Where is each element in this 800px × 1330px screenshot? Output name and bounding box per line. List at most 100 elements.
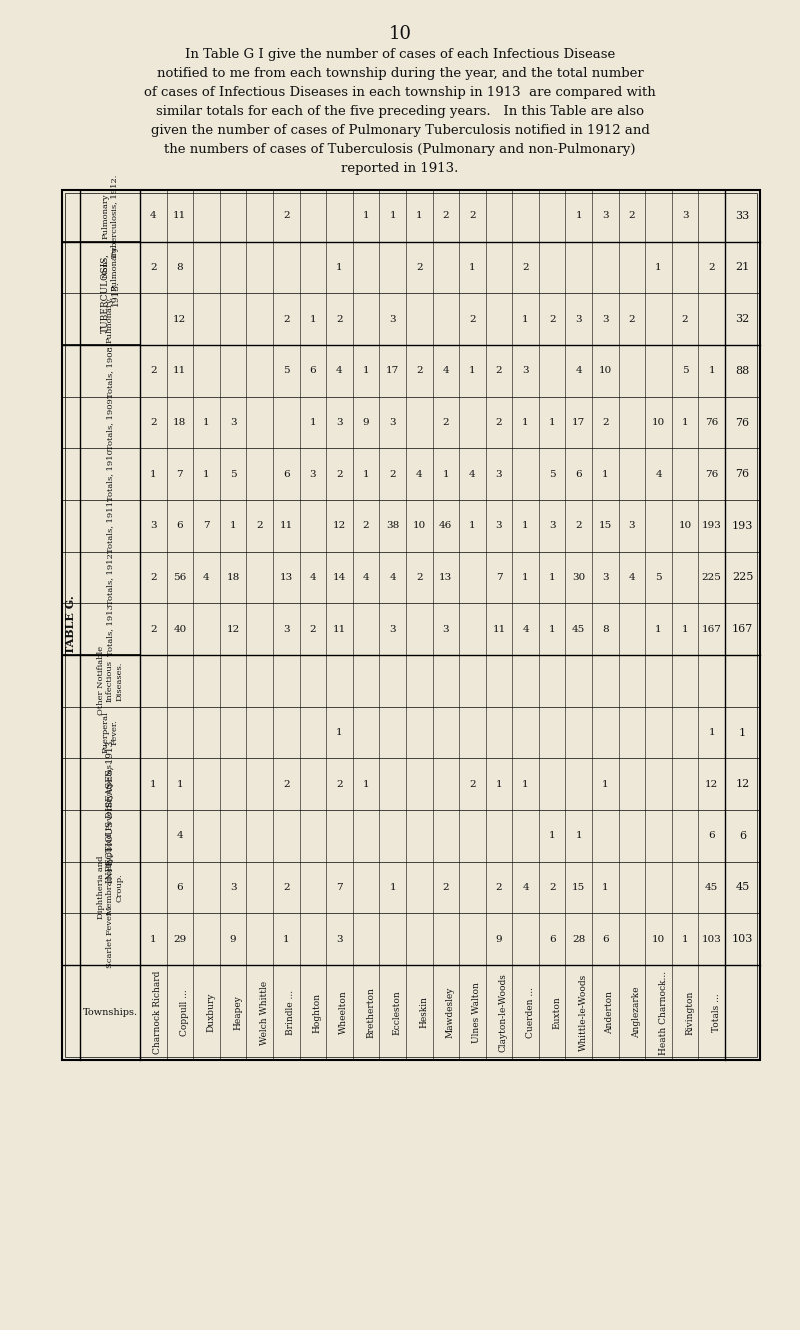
Text: 9: 9	[496, 935, 502, 944]
Text: Duxbury: Duxbury	[206, 992, 215, 1032]
Text: reported in 1913.: reported in 1913.	[342, 162, 458, 176]
Text: 4: 4	[416, 469, 422, 479]
Text: 193: 193	[732, 521, 753, 531]
Text: 3: 3	[602, 573, 609, 583]
Text: 2: 2	[442, 211, 449, 221]
Text: Heapey: Heapey	[233, 995, 242, 1029]
Text: 3: 3	[230, 418, 236, 427]
Text: 12: 12	[226, 625, 240, 633]
Text: 2: 2	[442, 418, 449, 427]
Text: 76: 76	[705, 418, 718, 427]
Text: 3: 3	[390, 625, 396, 633]
Text: 2: 2	[416, 263, 422, 273]
Text: Welch Whittle: Welch Whittle	[260, 980, 269, 1044]
Text: 46: 46	[439, 521, 453, 531]
Text: notified to me from each township during the year, and the total number: notified to me from each township during…	[157, 66, 643, 80]
Text: the numbers of cases of Tuberculosis (Pulmonary and non-Pulmonary): the numbers of cases of Tuberculosis (Pu…	[164, 144, 636, 156]
Text: 2: 2	[390, 469, 396, 479]
Text: Euxton: Euxton	[552, 996, 561, 1029]
Text: Cuerden ...: Cuerden ...	[526, 987, 534, 1037]
Text: 3: 3	[336, 418, 342, 427]
Text: 30: 30	[572, 573, 586, 583]
Text: 2: 2	[150, 263, 157, 273]
Text: Eccleston: Eccleston	[393, 990, 402, 1035]
Text: 1: 1	[522, 418, 529, 427]
Text: Erysipelas.: Erysipelas.	[106, 761, 114, 807]
Text: 32: 32	[735, 314, 750, 325]
Text: Clayton-le-Woods: Clayton-le-Woods	[499, 974, 508, 1052]
Text: 3: 3	[682, 211, 689, 221]
Text: Typhoid Fever.: Typhoid Fever.	[106, 805, 114, 867]
Text: 12: 12	[174, 315, 186, 323]
Text: 2: 2	[362, 521, 370, 531]
Text: 1: 1	[336, 263, 342, 273]
Text: 1: 1	[203, 469, 210, 479]
Text: 2: 2	[549, 883, 555, 892]
Text: similar totals for each of the five preceding years.   In this Table are also: similar totals for each of the five prec…	[156, 105, 644, 118]
Text: 45: 45	[735, 883, 750, 892]
Text: 6: 6	[310, 366, 316, 375]
Text: 1: 1	[575, 831, 582, 841]
Text: 3: 3	[602, 211, 609, 221]
Text: 1: 1	[682, 418, 689, 427]
Text: 1: 1	[442, 469, 449, 479]
Text: 2: 2	[469, 779, 476, 789]
Text: 6: 6	[177, 521, 183, 531]
Text: 10: 10	[413, 521, 426, 531]
Text: 2: 2	[629, 315, 635, 323]
Text: 2: 2	[469, 211, 476, 221]
Text: 1: 1	[682, 625, 689, 633]
Text: 76: 76	[735, 469, 750, 479]
Text: Totals, 1910.: Totals, 1910.	[106, 447, 114, 501]
Text: 2: 2	[549, 315, 555, 323]
Text: 5: 5	[230, 469, 236, 479]
Text: 6: 6	[739, 831, 746, 841]
Text: 11: 11	[174, 366, 186, 375]
Text: 1: 1	[522, 573, 529, 583]
Text: given the number of cases of Pulmonary Tuberculosis notified in 1912 and: given the number of cases of Pulmonary T…	[150, 124, 650, 137]
Text: 10: 10	[652, 935, 665, 944]
Text: Totals, 1909.: Totals, 1909.	[106, 395, 114, 450]
Text: 38: 38	[386, 521, 399, 531]
Text: 6: 6	[602, 935, 609, 944]
Text: 1: 1	[682, 935, 689, 944]
Text: 6: 6	[177, 883, 183, 892]
Text: 1: 1	[655, 263, 662, 273]
Text: 1: 1	[469, 366, 476, 375]
Text: 3: 3	[310, 469, 316, 479]
Text: 12: 12	[705, 779, 718, 789]
Text: 2: 2	[336, 779, 342, 789]
Text: 6: 6	[708, 831, 715, 841]
Text: Wheelton: Wheelton	[339, 991, 349, 1035]
Text: 4: 4	[150, 211, 157, 221]
Text: 4: 4	[362, 573, 370, 583]
Text: 4: 4	[442, 366, 449, 375]
Text: 2: 2	[150, 366, 157, 375]
Text: 1: 1	[310, 418, 316, 427]
Text: of cases of Infectious Diseases in each township in 1913  are compared with: of cases of Infectious Diseases in each …	[144, 86, 656, 98]
Text: 3: 3	[230, 883, 236, 892]
Text: Charnock Richard: Charnock Richard	[154, 971, 162, 1055]
Text: 17: 17	[386, 366, 399, 375]
Text: 4: 4	[629, 573, 635, 583]
Text: 3: 3	[150, 521, 157, 531]
Text: Scarlet Fever.: Scarlet Fever.	[106, 910, 114, 968]
Text: 17: 17	[572, 418, 586, 427]
Text: 2: 2	[416, 573, 422, 583]
Text: 3: 3	[336, 935, 342, 944]
Text: 1: 1	[602, 779, 609, 789]
Text: 15: 15	[572, 883, 586, 892]
Text: Totals, 1911.: Totals, 1911.	[106, 499, 114, 553]
Text: 29: 29	[174, 935, 186, 944]
Text: 167: 167	[702, 625, 722, 633]
Text: 13: 13	[280, 573, 293, 583]
Text: 2: 2	[496, 418, 502, 427]
Text: 9: 9	[362, 418, 370, 427]
Text: Mawdesley: Mawdesley	[446, 987, 454, 1039]
Text: 1: 1	[416, 211, 422, 221]
Text: 10: 10	[652, 418, 665, 427]
Text: Heath Charnock...: Heath Charnock...	[658, 971, 667, 1055]
Text: 11: 11	[174, 211, 186, 221]
Text: 45: 45	[705, 883, 718, 892]
Text: 76: 76	[735, 418, 750, 427]
